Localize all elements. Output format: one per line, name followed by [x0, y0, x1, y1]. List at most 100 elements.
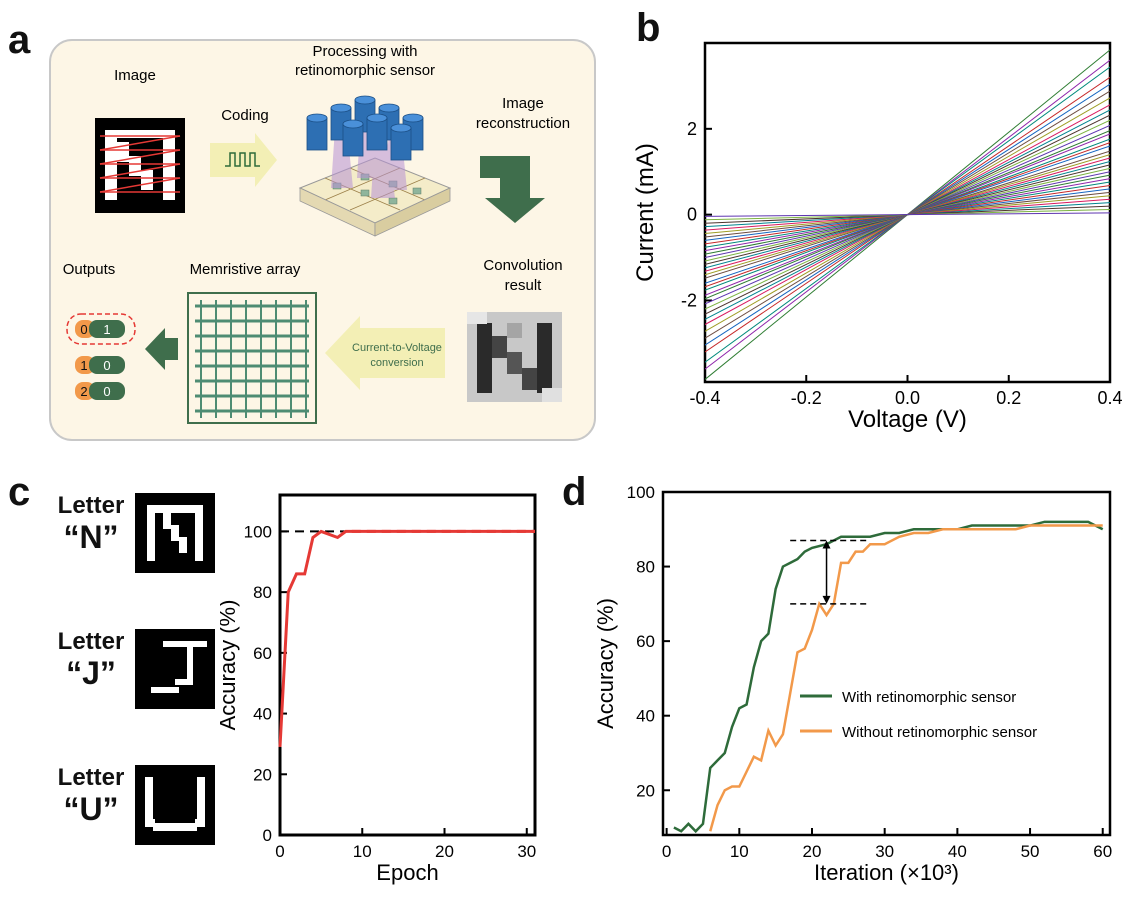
reconstruction-label-2: reconstruction	[476, 115, 570, 132]
y-tick-label: 40	[636, 707, 655, 726]
conversion-label-2: conversion	[370, 357, 423, 369]
x-tick-label: 0.4	[1097, 388, 1122, 408]
y-axis-label: Accuracy (%)	[593, 598, 618, 729]
letter-j-word: Letter	[57, 628, 125, 655]
x-axis-label: Voltage (V)	[848, 406, 967, 433]
y-tick-label: 20	[636, 781, 655, 800]
letter-u-label: Letter “U”	[50, 764, 132, 826]
outputs-arrow	[145, 328, 178, 370]
y-tick-label: -2	[681, 290, 697, 310]
x-tick-label: 0.0	[895, 388, 920, 408]
y-tick-label: 100	[244, 522, 272, 541]
letter-n-word: Letter	[57, 492, 125, 519]
legend-label: Without retinomorphic sensor	[842, 724, 1037, 741]
y-tick-label: 60	[253, 644, 272, 663]
letter-j-char: “J”	[66, 655, 116, 691]
y-tick-label: 20	[253, 765, 272, 784]
y-tick-label: 80	[636, 558, 655, 577]
reconstruction-arrow	[480, 156, 545, 223]
panel-c-letter: c	[8, 470, 31, 514]
letter-n-char: “N”	[63, 519, 119, 555]
reconstruction-label-1: Image	[502, 95, 544, 112]
letter-u-char: “U”	[63, 791, 119, 827]
memristive-label: Memristive array	[190, 261, 301, 278]
x-tick-label: -0.4	[689, 388, 720, 408]
output-1-value: 0	[103, 358, 110, 373]
output-0: 0 1	[75, 320, 125, 338]
panel-d-letter: d	[562, 470, 587, 514]
x-tick-label: 30	[875, 842, 894, 861]
x-tick-label: -0.2	[791, 388, 822, 408]
plot-frame	[703, 41, 1112, 384]
schematic-panel: Image Coding Processing with retinomorph…	[49, 39, 596, 441]
x-tick-label: 10	[353, 842, 372, 861]
coding-label: Coding	[221, 107, 269, 124]
x-tick-label: 50	[1021, 842, 1040, 861]
convolution-label-2: result	[505, 277, 543, 294]
input-image	[95, 118, 185, 213]
memristive-array-frame	[187, 292, 317, 424]
chart-iv-curves: -0.4 -0.2 0.0 0.2 0.4 -2 0 2 Voltage (V) Current …	[632, 41, 1122, 433]
x-tick-label: 0	[275, 842, 284, 861]
x-tick-label: 40	[948, 842, 967, 861]
x-tick-label: 20	[803, 842, 822, 861]
letter-u-word: Letter	[57, 764, 125, 791]
output-0-index: 0	[80, 322, 87, 337]
without-sensor-line	[709, 524, 1103, 832]
convolution-label-1: Convolution	[483, 257, 562, 274]
iv-curves	[705, 49, 1110, 380]
letter-n-label: Letter “N”	[50, 492, 132, 554]
letter-u-image	[135, 765, 215, 845]
panel-a-letter: a	[8, 18, 31, 62]
pulse-icon	[225, 152, 260, 167]
y-tick-label: 2	[687, 119, 697, 139]
y-tick-label: 80	[253, 583, 272, 602]
y-axis-label: Accuracy (%)	[220, 600, 240, 731]
x-tick-label: 20	[435, 842, 454, 861]
processing-label-1: Processing with	[312, 43, 417, 60]
accuracy-series-line	[278, 529, 535, 748]
plot-frame	[278, 493, 537, 837]
plot-frame	[661, 490, 1112, 837]
coding-arrow	[210, 133, 277, 187]
conversion-arrow	[325, 316, 445, 390]
output-2: 2 0	[75, 382, 125, 400]
y-tick-label: 40	[253, 705, 272, 724]
y-axis-label: Current (mA)	[632, 143, 659, 282]
legend-label: With retinomorphic sensor	[842, 689, 1016, 706]
x-axis-label: Iteration (×10³)	[814, 860, 959, 885]
letter-j-image	[135, 629, 215, 709]
chart-iteration-accuracy: 0 10 20 30 40 50 60 20 40 60 80 100 Iteration (×10³)…	[593, 483, 1112, 885]
memristive-crossbar	[195, 300, 309, 418]
output-1: 1 0	[75, 356, 125, 374]
y-tick-label: 60	[636, 632, 655, 651]
x-tick-label: 0.2	[996, 388, 1021, 408]
convolution-result-image	[467, 312, 562, 402]
y-tick-label: 0	[687, 205, 697, 225]
iv-curve	[705, 212, 1110, 217]
output-highlight	[66, 313, 136, 345]
panel-b-letter: b	[636, 6, 661, 50]
output-2-index: 2	[80, 384, 87, 399]
with-sensor-line	[673, 520, 1104, 834]
letter-n-image	[135, 493, 215, 573]
output-0-value: 1	[103, 322, 110, 337]
x-axis-label: Epoch	[376, 860, 438, 885]
x-tick-label: 60	[1093, 842, 1112, 861]
y-tick-label: 100	[627, 483, 655, 502]
annotation-arrow-head-down	[822, 595, 831, 604]
y-tick-label: 0	[263, 826, 272, 845]
output-1-index: 1	[80, 358, 87, 373]
x-tick-label: 0	[662, 842, 671, 861]
letter-j-label: Letter “J”	[50, 628, 132, 690]
output-2-value: 0	[103, 384, 110, 399]
x-tick-label: 30	[517, 842, 536, 861]
processing-label-2: retinomorphic sensor	[295, 62, 435, 79]
conversion-label-1: Current-to-Voltage	[352, 342, 442, 354]
annotation-arrow-head-up	[822, 540, 831, 549]
image-label: Image	[114, 67, 156, 84]
chart-epoch-accuracy: 0 10 20 30 0 20 40 60 80 100 Epoch Accuracy (%)	[220, 493, 537, 885]
outputs-label: Outputs	[63, 261, 116, 278]
sensor-illustration	[298, 95, 452, 237]
x-tick-label: 10	[730, 842, 749, 861]
